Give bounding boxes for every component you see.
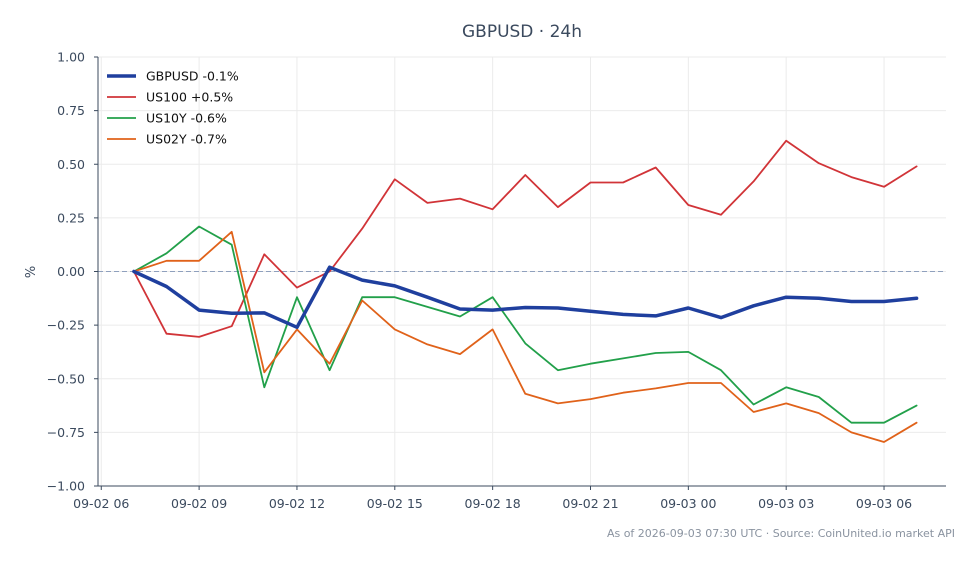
x-tick-label: 09-02 15 (367, 496, 423, 511)
y-tick-label: 0.25 (57, 210, 85, 225)
series-line-3 (132, 230, 918, 443)
legend-label: US02Y -0.7% (146, 132, 227, 147)
x-tick-label: 09-02 12 (269, 496, 325, 511)
y-tick-label: −0.75 (47, 425, 85, 440)
y-tick-label: −1.00 (47, 479, 85, 494)
y-tick-label: 0.75 (57, 103, 85, 118)
legend-label: US100 +0.5% (146, 90, 233, 105)
y-tick-labels: 1.00 0.75 0.50 0.25 0.00 −0.25 −0.50 −0.75 −1.00 (47, 50, 98, 494)
y-tick-label: 0.50 (57, 157, 85, 172)
series-line-1 (132, 139, 918, 338)
legend-label: GBPUSD -0.1% (146, 69, 239, 84)
y-tick-label: −0.50 (47, 371, 85, 386)
footer-source: As of 2026-09-03 07:30 UTC · Source: Coi… (607, 527, 955, 540)
x-tick-labels: 09-02 06 09-02 09 09-02 12 09-02 15 09-02 18… (73, 486, 912, 511)
y-axis-label: % (24, 266, 39, 278)
x-tick-label: 09-02 21 (562, 496, 618, 511)
x-tick-label: 09-02 06 (73, 496, 129, 511)
series-line-0 (132, 265, 919, 330)
chart-title: GBPUSD · 24h (462, 22, 582, 42)
series-line-2 (132, 225, 918, 424)
x-tick-label: 09-03 06 (856, 496, 912, 511)
legend-label: US10Y -0.6% (146, 111, 227, 126)
legend: GBPUSD -0.1% US100 +0.5% US10Y -0.6% US02Y … (107, 69, 239, 147)
x-tick-label: 09-03 03 (758, 496, 814, 511)
y-tick-label: 1.00 (57, 50, 85, 65)
x-tick-label: 09-02 09 (171, 496, 227, 511)
series-lines (132, 139, 919, 443)
x-tick-label: 09-02 18 (465, 496, 521, 511)
x-tick-label: 09-03 00 (660, 496, 716, 511)
y-tick-label: −0.25 (47, 318, 85, 333)
y-tick-label: 0.00 (57, 264, 85, 279)
